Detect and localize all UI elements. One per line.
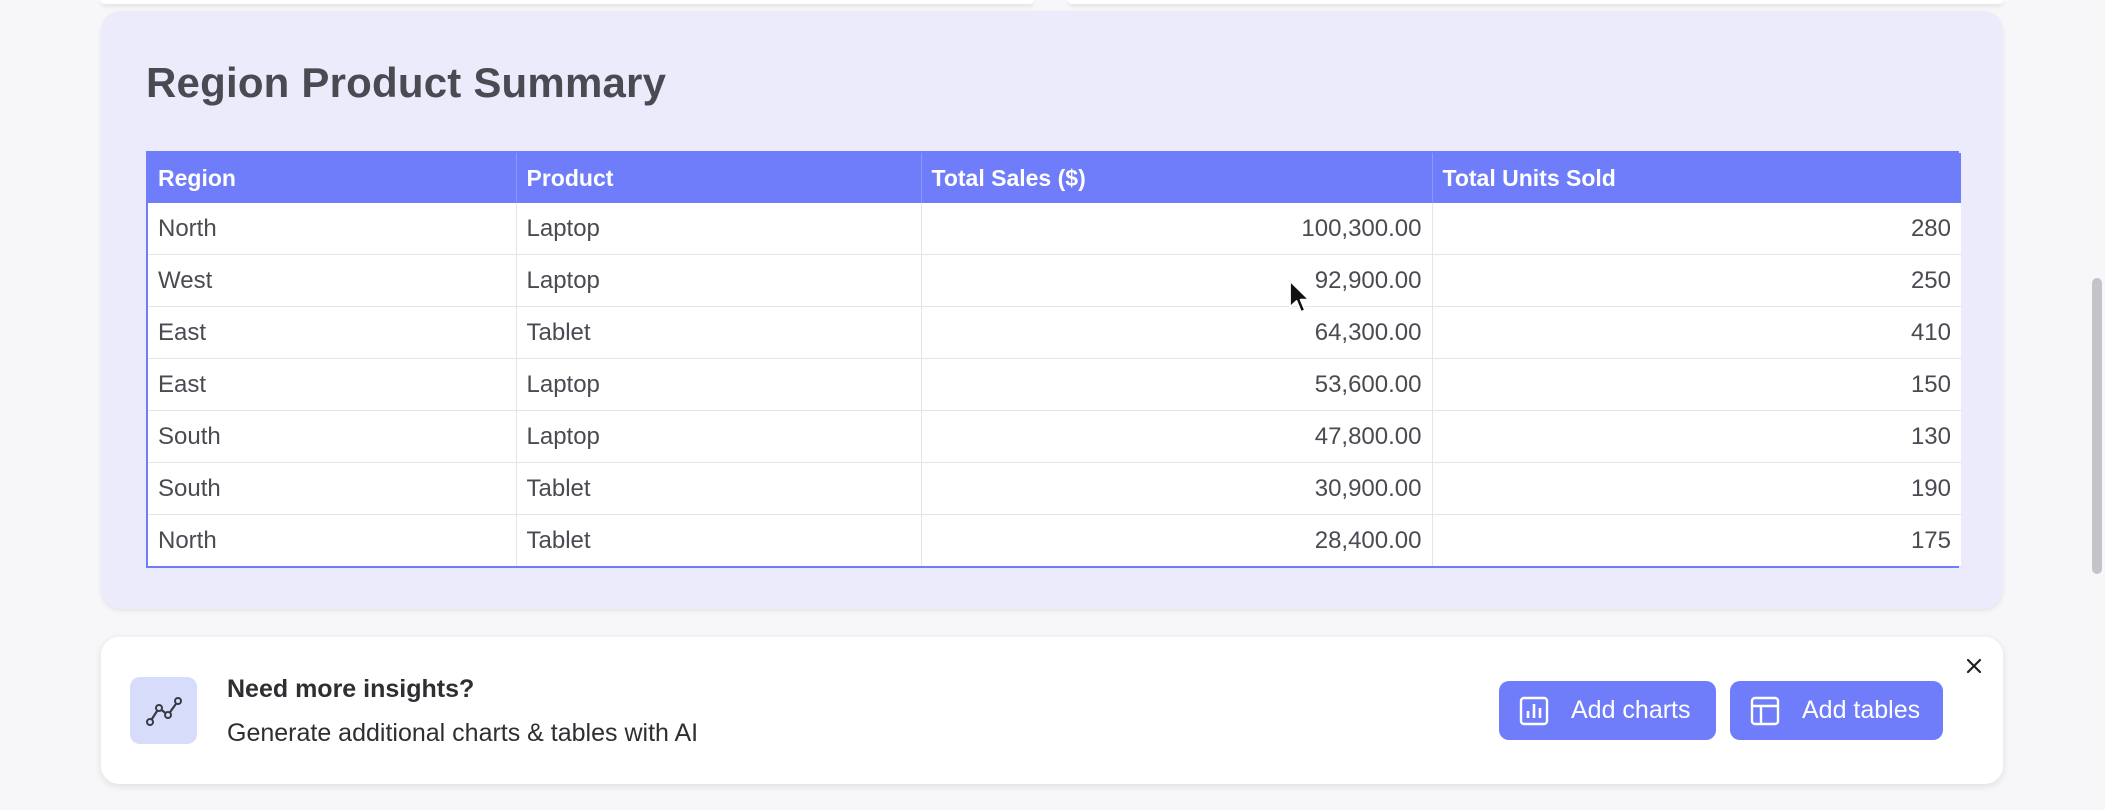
bar-chart-icon xyxy=(1519,696,1549,726)
region-product-summary-card: Region Product Summary Region Product To… xyxy=(101,11,2003,609)
table-row: South Tablet 30,900.00 190 xyxy=(148,462,1961,515)
summary-table-container: Region Product Total Sales ($) Total Uni… xyxy=(146,151,1961,568)
cell-total-units: 175 xyxy=(1432,514,1961,566)
table-row: North Tablet 28,400.00 175 xyxy=(148,514,1961,566)
scrollbar-thumb[interactable] xyxy=(2092,278,2102,574)
page-scrollbar[interactable] xyxy=(2089,0,2105,810)
cell-product: Tablet xyxy=(516,462,922,515)
cell-total-sales: 92,900.00 xyxy=(921,254,1433,307)
cell-region: West xyxy=(148,254,517,307)
cell-total-sales: 100,300.00 xyxy=(921,203,1433,255)
cell-total-units: 410 xyxy=(1432,306,1961,359)
add-tables-label: Add tables xyxy=(1802,696,1921,724)
cell-total-sales: 53,600.00 xyxy=(921,358,1433,411)
table-row: North Laptop 100,300.00 280 xyxy=(148,203,1961,255)
column-header-total-sales[interactable]: Total Sales ($) xyxy=(921,153,1433,203)
cell-region: East xyxy=(148,358,517,411)
summary-table: Region Product Total Sales ($) Total Uni… xyxy=(148,153,1961,566)
cell-total-sales: 30,900.00 xyxy=(921,462,1433,515)
trend-line-icon xyxy=(145,696,182,726)
cell-total-sales: 64,300.00 xyxy=(921,306,1433,359)
insights-subtitle: Generate additional charts & tables with… xyxy=(227,719,699,747)
cell-product: Laptop xyxy=(516,203,922,255)
cell-product: Laptop xyxy=(516,254,922,307)
table-row: South Laptop 47,800.00 130 xyxy=(148,410,1961,463)
cell-total-units: 150 xyxy=(1432,358,1961,411)
cell-total-units: 280 xyxy=(1432,203,1961,255)
mouse-cursor-icon xyxy=(1289,280,1310,313)
table-header-row: Region Product Total Sales ($) Total Uni… xyxy=(148,153,1961,203)
cell-region: East xyxy=(148,306,517,359)
cell-total-units: 190 xyxy=(1432,462,1961,515)
add-charts-label: Add charts xyxy=(1571,696,1691,724)
add-charts-button[interactable]: Add charts xyxy=(1499,681,1716,740)
cell-product: Laptop xyxy=(516,410,922,463)
cell-product: Tablet xyxy=(516,514,922,566)
cell-product: Laptop xyxy=(516,358,922,411)
table-icon xyxy=(1750,696,1780,726)
insights-title: Need more insights? xyxy=(227,675,475,703)
cell-total-units: 250 xyxy=(1432,254,1961,307)
cell-total-sales: 28,400.00 xyxy=(921,514,1433,566)
cell-total-units: 130 xyxy=(1432,410,1961,463)
table-row: West Laptop 92,900.00 250 xyxy=(148,254,1961,307)
summary-title: Region Product Summary xyxy=(146,59,667,106)
cell-region: South xyxy=(148,462,517,515)
cell-total-sales: 47,800.00 xyxy=(921,410,1433,463)
insights-icon-box xyxy=(130,677,197,744)
previous-card-right-edge xyxy=(1068,0,2003,4)
close-insights-button[interactable] xyxy=(1963,655,1985,677)
cell-region: North xyxy=(148,514,517,566)
cell-product: Tablet xyxy=(516,306,922,359)
insights-banner: Need more insights? Generate additional … xyxy=(101,637,2003,784)
table-row: East Tablet 64,300.00 410 xyxy=(148,306,1961,359)
column-header-region[interactable]: Region xyxy=(148,153,517,203)
close-icon xyxy=(1966,658,1982,674)
table-row: East Laptop 53,600.00 150 xyxy=(148,358,1961,411)
previous-card-left-edge xyxy=(101,0,1034,4)
add-tables-button[interactable]: Add tables xyxy=(1730,681,1943,740)
cell-region: South xyxy=(148,410,517,463)
column-header-product[interactable]: Product xyxy=(516,153,922,203)
column-header-total-units[interactable]: Total Units Sold xyxy=(1432,153,1961,203)
cell-region: North xyxy=(148,203,517,255)
